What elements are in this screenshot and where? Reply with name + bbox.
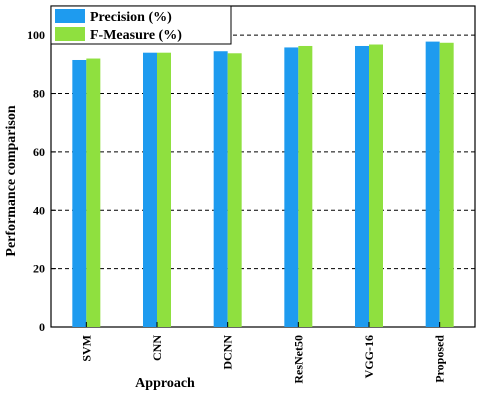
x-tick-label: Proposed: [433, 335, 447, 383]
plot-frame: [50, 5, 476, 328]
x-tick-label: ResNet50: [291, 335, 305, 384]
bar-precision-proposed: [425, 41, 440, 328]
y-tick-label: 60: [33, 145, 45, 159]
legend-swatch: [55, 27, 85, 41]
bar-f-measure-svm: [86, 58, 101, 327]
y-tick-label: 20: [33, 262, 45, 276]
y-tick-label: 40: [33, 203, 45, 217]
x-tick-label: CNN: [150, 335, 164, 361]
y-tick-label: 100: [27, 28, 45, 42]
x-tick-label: SVM: [79, 335, 93, 362]
y-tick-label: 0: [39, 320, 45, 334]
bar-f-measure-cnn: [157, 52, 171, 327]
legend-label: F-Measure (%): [90, 28, 182, 43]
bar-precision-svm: [72, 59, 87, 328]
y-axis-title: Performance comparison: [4, 105, 19, 256]
legend: Precision (%) F-Measure (%): [50, 5, 232, 45]
legend-label: Precision (%): [90, 10, 172, 25]
bar-f-measure-proposed: [439, 42, 454, 327]
legend-swatch: [55, 9, 85, 23]
bar-f-measure-resnet50: [298, 45, 313, 327]
x-axis-title: Approach: [135, 376, 195, 391]
x-tick-label: DCNN: [221, 335, 235, 370]
bar-f-measure-dcnn: [227, 53, 242, 328]
bar-f-measure-vgg-16: [369, 44, 383, 328]
bar-precision-resnet50: [284, 47, 299, 328]
bar-precision-vgg-16: [355, 45, 369, 327]
x-axis-ticks: SVM CNN DCNN ResNet50 VGG-16 Proposed: [79, 322, 447, 384]
grid-lines: [51, 34, 475, 270]
bar-precision-dcnn: [213, 51, 228, 328]
y-axis-ticks: 0 20 40 60 80 100: [27, 28, 56, 334]
y-tick-label: 80: [33, 87, 45, 101]
bar-precision-cnn: [143, 52, 157, 327]
bars-group: [72, 41, 454, 328]
x-tick-label: VGG-16: [362, 335, 376, 378]
